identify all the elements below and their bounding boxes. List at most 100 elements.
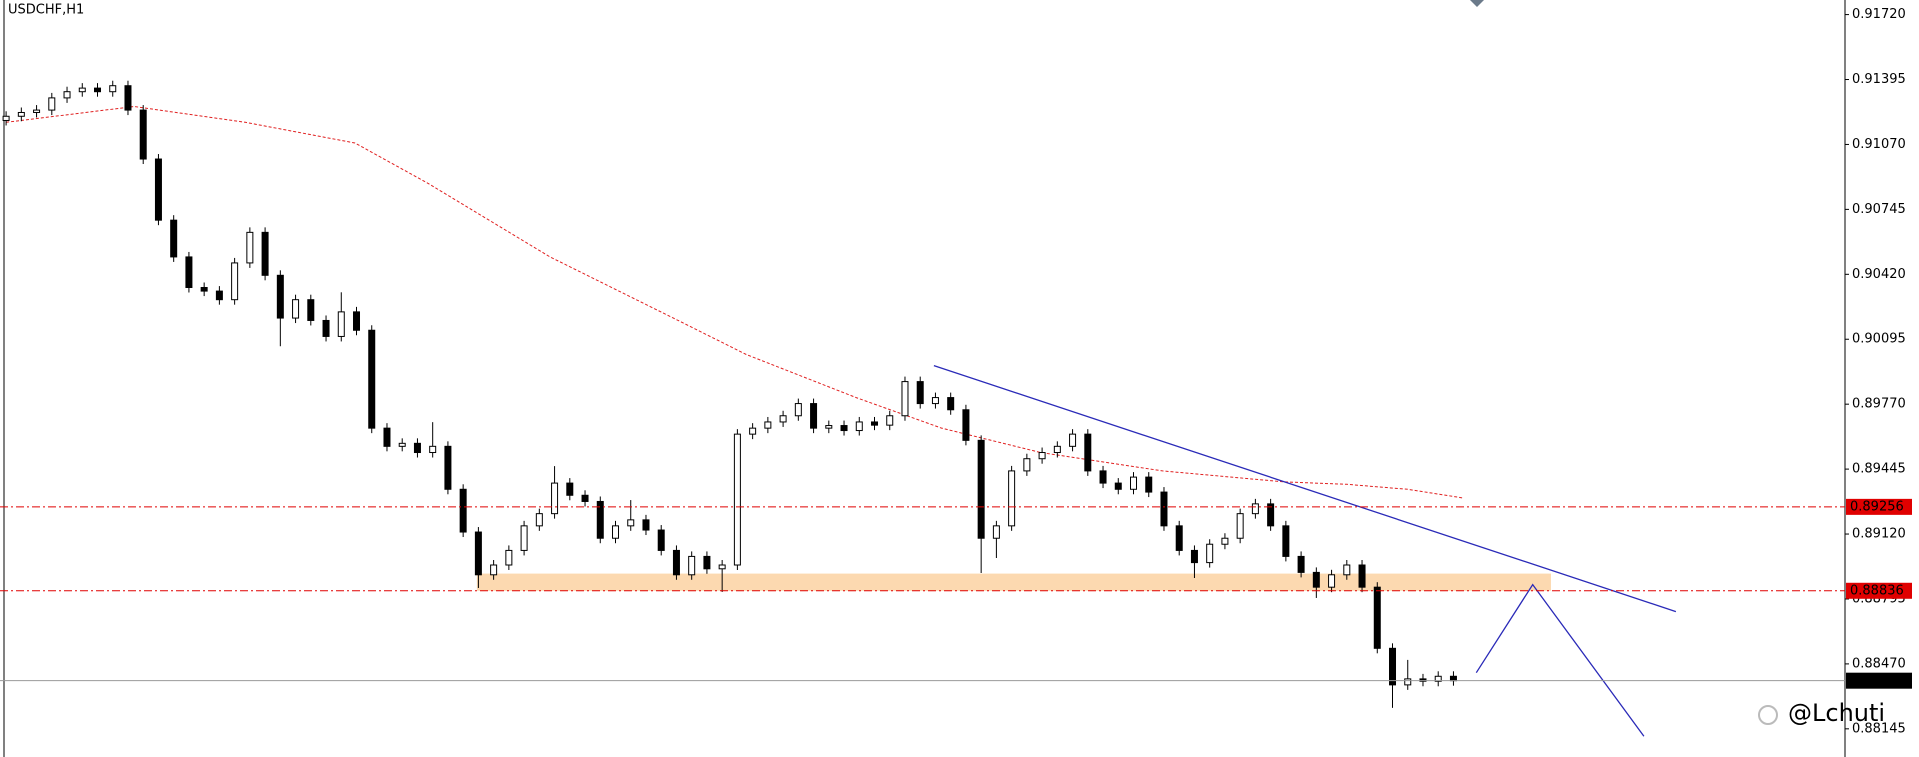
candle-body xyxy=(947,397,955,411)
candle-body xyxy=(962,409,970,441)
level-label-box xyxy=(1846,498,1912,515)
level-label: 0.89256 xyxy=(1850,499,1904,514)
candle-body xyxy=(916,381,924,405)
candle-body xyxy=(322,319,330,337)
y-tick-label: 0.90420 xyxy=(1852,267,1906,282)
candle-body xyxy=(63,91,71,99)
y-tick-label: 0.89770 xyxy=(1852,397,1906,412)
candle-body xyxy=(855,421,863,432)
level-label: 0.88836 xyxy=(1850,583,1904,598)
y-tick-label: 0.88470 xyxy=(1852,656,1906,671)
candle-body xyxy=(1282,525,1290,557)
candle-body xyxy=(535,513,543,527)
candle-body xyxy=(1175,525,1183,551)
candle-body xyxy=(200,286,208,292)
moving-average xyxy=(6,105,1463,499)
candle-body xyxy=(688,555,696,576)
candle-body xyxy=(124,85,132,111)
candle-body xyxy=(170,219,178,258)
candle-body xyxy=(490,564,498,576)
candle-body xyxy=(703,555,711,570)
candle-body xyxy=(596,500,604,539)
candle-body xyxy=(612,525,620,539)
candle-body xyxy=(1053,445,1061,454)
candle-body xyxy=(474,531,482,576)
candle-body xyxy=(901,381,909,417)
y-tick-label: 0.89445 xyxy=(1852,462,1906,477)
candle-body xyxy=(1008,470,1016,527)
candle-body xyxy=(215,290,223,301)
candle-body xyxy=(1145,476,1153,493)
candle-body xyxy=(276,274,284,319)
candle-body xyxy=(2,115,10,121)
candle-body xyxy=(261,231,269,276)
candle-body xyxy=(749,427,757,435)
current-price-box xyxy=(1846,672,1912,689)
candle-body xyxy=(398,442,406,447)
watermark-text: @Lchuti xyxy=(1788,699,1885,727)
candle-body xyxy=(246,231,254,264)
candle-body xyxy=(764,421,772,429)
candle-body xyxy=(139,109,147,160)
y-tick-label: 0.91720 xyxy=(1852,7,1906,22)
candle-body xyxy=(1358,564,1366,588)
candle-body xyxy=(1190,549,1198,564)
zone xyxy=(476,573,1551,591)
candle-body xyxy=(657,529,665,551)
watermark-icon xyxy=(1758,705,1778,725)
candle-body xyxy=(1069,433,1077,447)
level-label-box xyxy=(1846,582,1912,599)
candle-body xyxy=(1449,675,1457,682)
candle-body xyxy=(292,299,300,319)
candle-body xyxy=(1084,433,1092,472)
candle-body xyxy=(459,488,467,533)
candle-body xyxy=(520,525,528,551)
candle-body xyxy=(383,427,391,447)
candle-body xyxy=(1328,574,1336,588)
candle-body xyxy=(1023,458,1031,472)
y-tick-label: 0.88145 xyxy=(1852,721,1906,736)
candle-body xyxy=(1251,503,1259,515)
candle-body xyxy=(1206,543,1214,564)
candle-body xyxy=(1160,491,1168,527)
candle-body xyxy=(977,439,985,539)
candle-body xyxy=(429,445,437,454)
candle-body xyxy=(871,421,879,426)
candle-body xyxy=(413,442,421,454)
candle-body xyxy=(1099,470,1107,484)
chart-title: USDCHF,H1 xyxy=(8,3,84,18)
y-tick-label: 0.89120 xyxy=(1852,527,1906,542)
candle-body xyxy=(672,549,680,576)
candle-body xyxy=(1373,586,1381,649)
candle-body xyxy=(1221,537,1229,545)
candle-body xyxy=(154,158,162,221)
candle-body xyxy=(627,519,635,527)
projection xyxy=(1475,583,1645,737)
candle-body xyxy=(1038,452,1046,460)
candle-body xyxy=(642,519,650,531)
candle-body xyxy=(337,311,345,337)
candle-body xyxy=(1114,482,1122,490)
candle-body xyxy=(109,85,117,93)
candle-body xyxy=(992,525,1000,539)
icon xyxy=(1470,0,1484,7)
current-price-label: 0.88386 xyxy=(1850,673,1904,688)
plot xyxy=(2,80,1677,737)
candle-body xyxy=(444,445,452,490)
candle-body xyxy=(566,482,574,496)
candle-body xyxy=(1389,647,1397,686)
candle-body xyxy=(1130,476,1138,490)
watermark: @Lchuti xyxy=(1758,699,1885,727)
candle-body xyxy=(794,403,802,417)
candle-body xyxy=(1404,678,1412,686)
candle-body xyxy=(48,97,56,111)
candle-body xyxy=(1267,503,1275,527)
candle-body xyxy=(810,403,818,429)
candle-body xyxy=(931,397,939,405)
candle-body xyxy=(581,494,589,502)
candle-body xyxy=(1419,678,1427,682)
candle-body xyxy=(1297,555,1305,573)
candle-body xyxy=(718,564,726,570)
candle-body xyxy=(1434,675,1442,682)
